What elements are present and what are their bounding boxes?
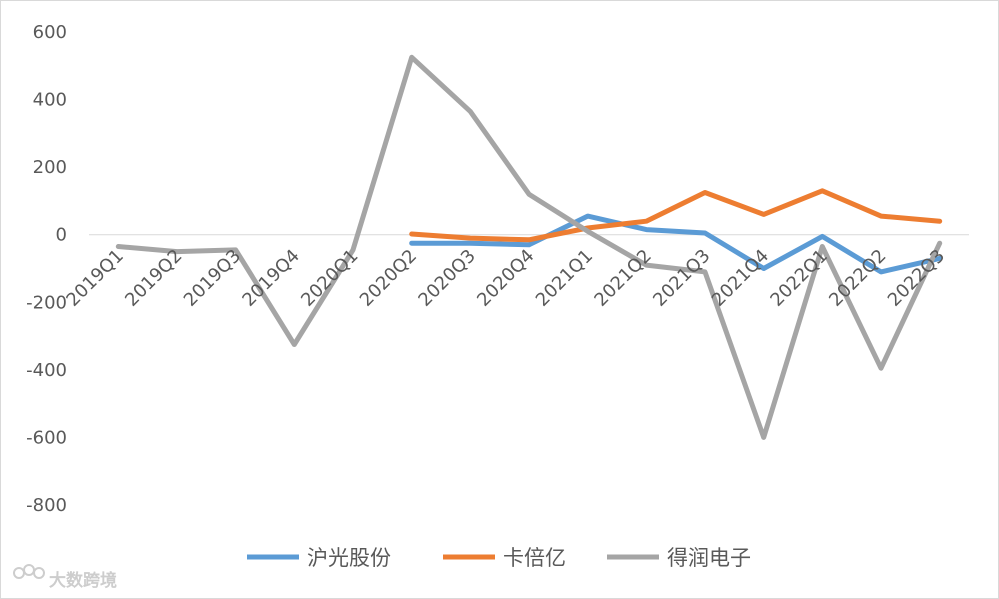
x-tick-label: 2019Q3 bbox=[180, 245, 245, 310]
y-tick-label: 200 bbox=[33, 157, 67, 178]
x-tick-label: 2019Q1 bbox=[63, 245, 128, 310]
y-tick-label: -200 bbox=[26, 292, 67, 313]
x-tick-label: 2021Q1 bbox=[532, 245, 597, 310]
legend-label-2: 得润电子 bbox=[667, 546, 751, 570]
x-tick-label: 2022Q1 bbox=[767, 245, 832, 310]
y-tick-label: -600 bbox=[26, 427, 67, 448]
legend-label-0: 沪光股份 bbox=[307, 546, 391, 570]
watermark-logo-icon bbox=[13, 564, 45, 579]
series-lines bbox=[115, 54, 943, 440]
y-tick-label: 0 bbox=[56, 225, 67, 246]
x-tick-label: 2019Q2 bbox=[121, 245, 186, 310]
series-line-1 bbox=[409, 188, 943, 243]
y-tick-label: 400 bbox=[33, 90, 67, 111]
x-tick-label: 2019Q4 bbox=[239, 245, 304, 310]
y-tick-label: -400 bbox=[26, 360, 67, 381]
x-tick-label: 2022Q3 bbox=[884, 245, 949, 310]
x-tick-label: 2021Q2 bbox=[591, 245, 656, 310]
y-axis-ticks: 600 400 200 0 -200 -400 -600 -800 bbox=[26, 22, 67, 516]
x-tick-label: 2020Q3 bbox=[415, 245, 480, 310]
series-line-0 bbox=[409, 213, 943, 275]
x-tick-label: 2020Q1 bbox=[297, 245, 362, 310]
legend-label-1: 卡倍亿 bbox=[503, 546, 566, 570]
y-tick-label: 600 bbox=[33, 22, 67, 43]
x-axis-ticks: 2019Q12019Q22019Q32019Q42020Q12020Q22020… bbox=[63, 245, 950, 310]
watermark-text: 大数跨境 bbox=[49, 570, 117, 591]
watermark: 大数跨境 bbox=[13, 564, 117, 591]
legend: 沪光股份 卡倍亿 得润电子 bbox=[247, 546, 751, 570]
y-tick-label: -800 bbox=[26, 495, 67, 516]
x-tick-label: 2020Q2 bbox=[356, 245, 421, 310]
x-tick-label: 2020Q4 bbox=[473, 245, 538, 310]
series-line-2 bbox=[115, 54, 943, 440]
